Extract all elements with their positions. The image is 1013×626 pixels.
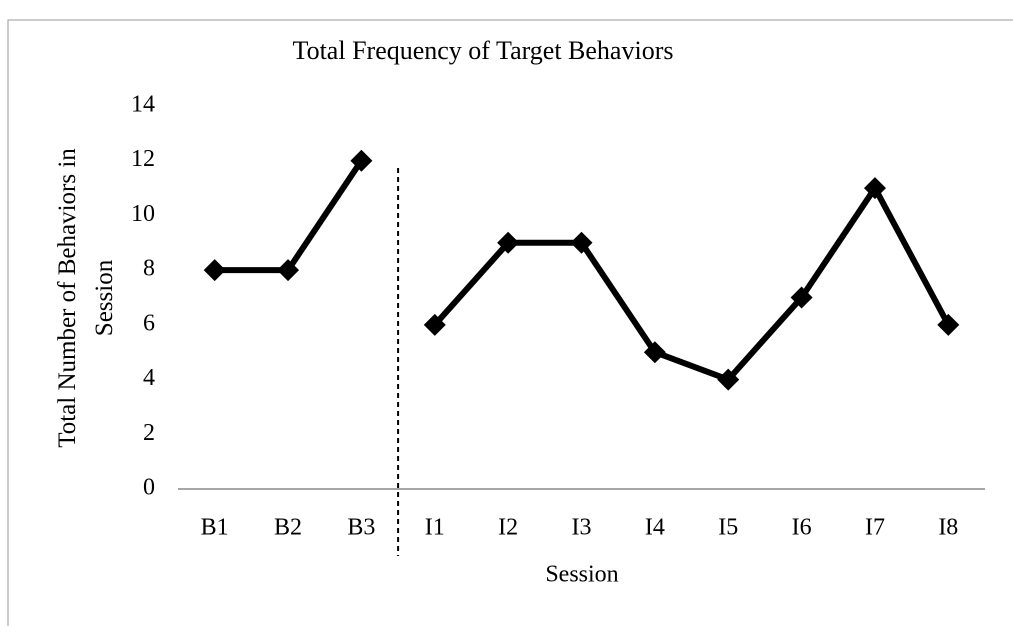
marker [570,231,593,254]
marker [863,177,886,200]
x-tick-label: I2 [498,515,518,541]
x-axis-label: Session [545,562,618,588]
marker [277,259,300,282]
marker [497,231,520,254]
x-tick-label: I7 [865,515,885,541]
marker [203,259,226,282]
line [214,159,364,274]
y-tick-label: 4 [143,365,155,391]
x-tick-label: B3 [347,515,375,541]
marker [790,286,813,309]
x-tick-label: I6 [792,515,812,541]
x-tick-label: I4 [645,515,665,541]
chart-title: Total Frequency of Target Behaviors [293,36,674,65]
x-tick-label: B1 [201,515,229,541]
y-tick-label: 2 [143,420,155,446]
marker [350,149,373,172]
y-tick-label: 14 [131,92,155,118]
marker [643,341,666,364]
x-tick-label: I3 [572,515,592,541]
marker [423,313,446,336]
marker [937,313,960,336]
x-tick-label: I8 [938,515,958,541]
marker [717,368,740,391]
y-tick-label: 10 [131,201,155,227]
y-tick-label: 8 [143,256,155,282]
frame [7,19,1013,626]
y-tick-label: 12 [131,146,155,172]
x-tick-label: I1 [425,515,445,541]
y-axis-label: Total Number of Behaviors in Session [54,148,118,448]
line [432,185,951,383]
y-tick-label: 6 [143,310,155,336]
x-tick-label: I5 [718,515,738,541]
x-tick-label: B2 [274,515,302,541]
y-tick-label: 0 [143,475,155,501]
